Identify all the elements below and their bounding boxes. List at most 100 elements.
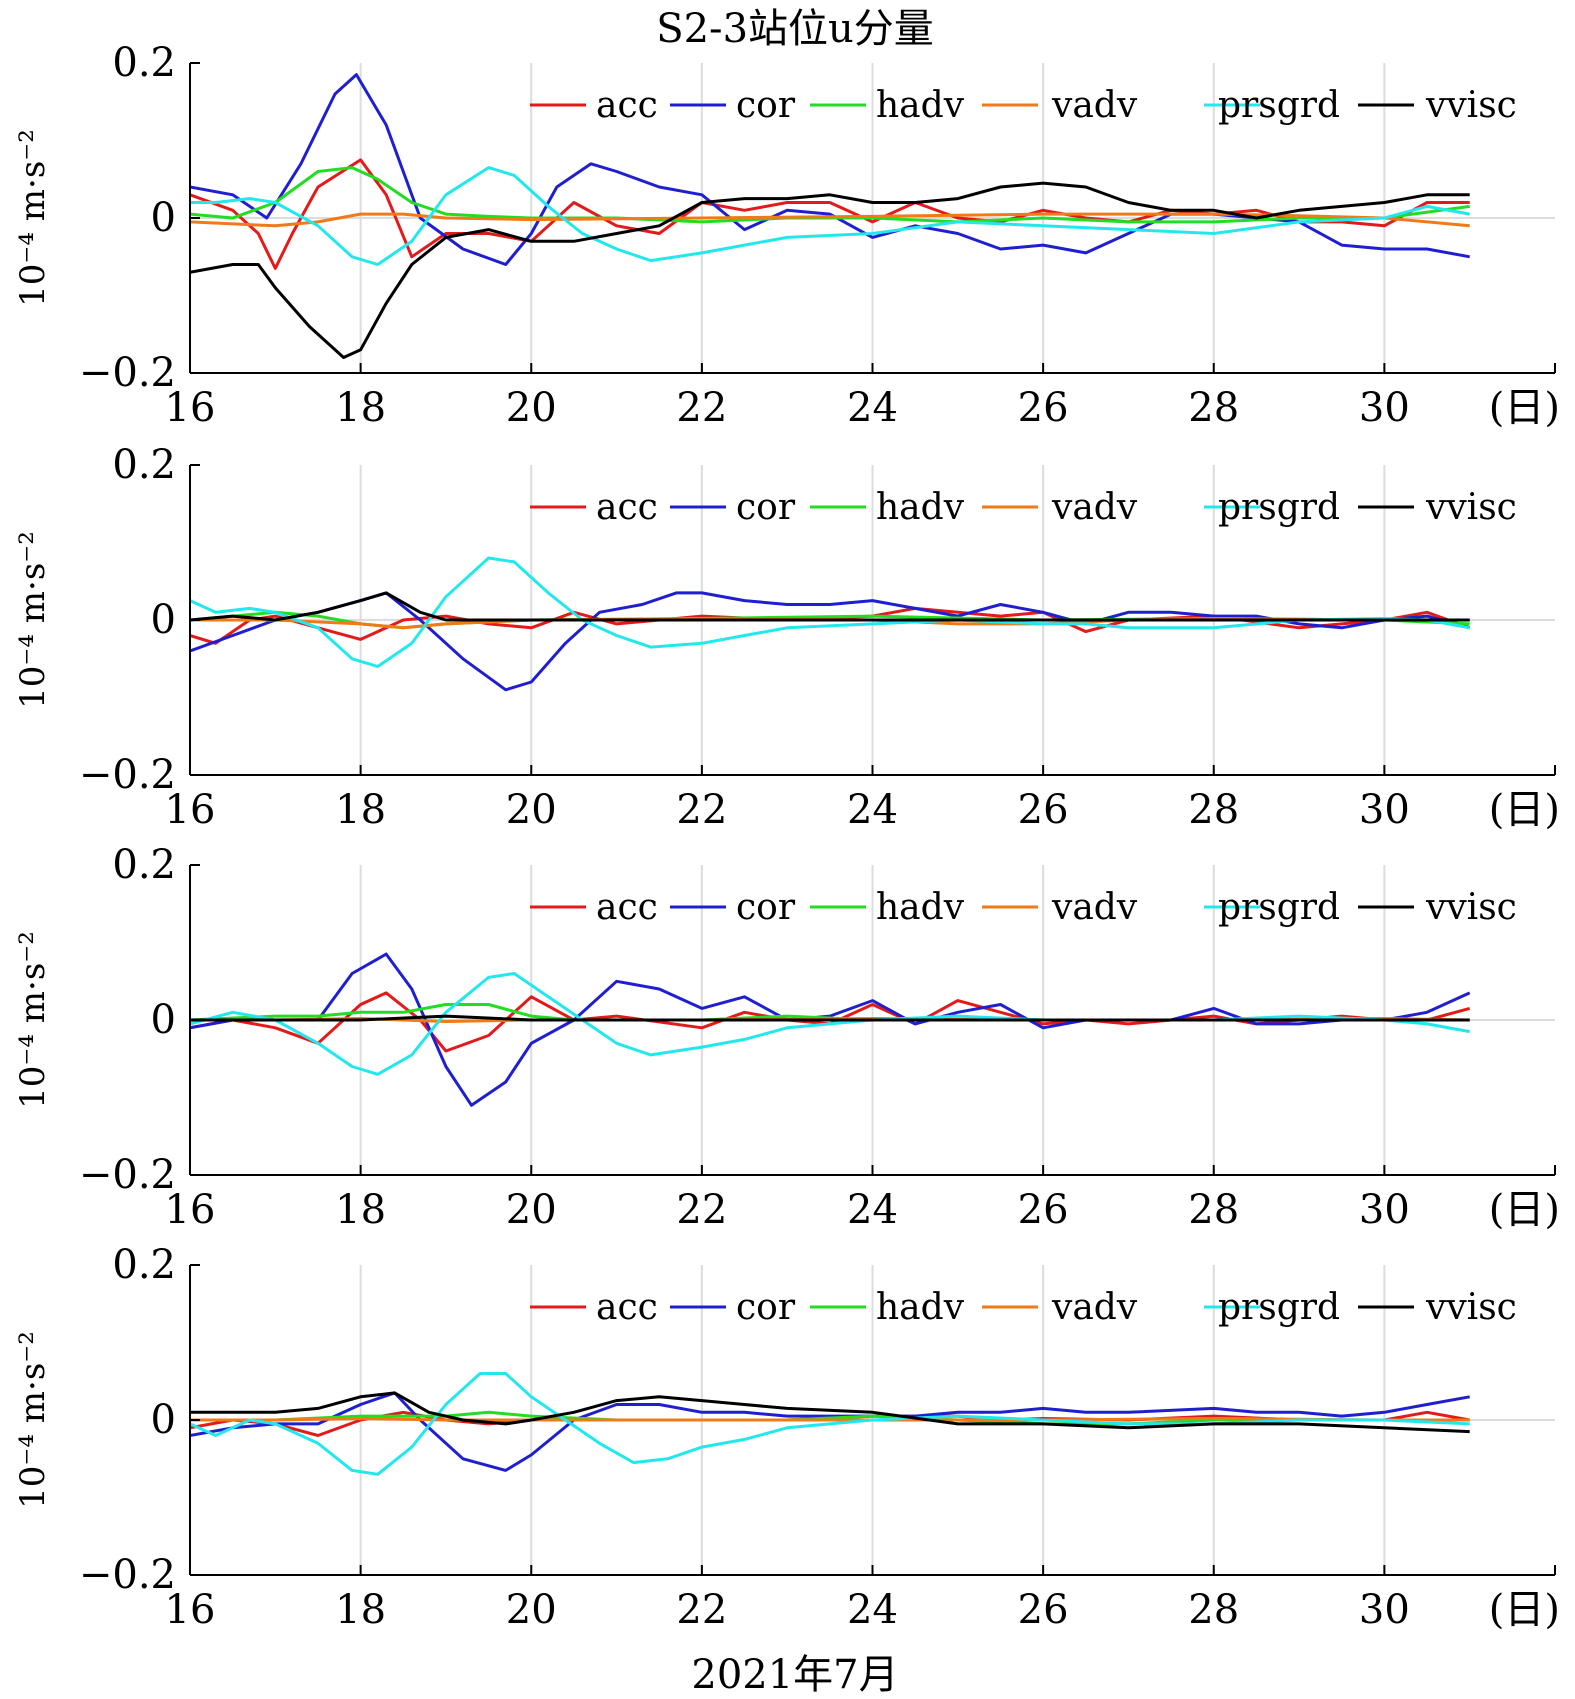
y-tick-label: 0.2: [112, 40, 176, 86]
legend-label-cor: cor: [736, 887, 796, 928]
legend-label-acc: acc: [596, 1287, 658, 1328]
x-tick-label: 16: [165, 787, 216, 833]
series-line-vvisc: [190, 1014, 1470, 1022]
series-line-cor: [190, 952, 1471, 1107]
x-tick-label: 26: [1018, 1187, 1069, 1233]
series-line-prsgrd: [190, 1372, 1470, 1476]
chart-title: S2-3站位u分量: [656, 6, 934, 52]
legend-label-cor: cor: [736, 85, 796, 126]
legend-label-vvisc: vvisc: [1425, 85, 1517, 126]
legend-label-hadv: hadv: [876, 1287, 965, 1328]
series-line-vadv: [190, 1417, 1470, 1422]
y-tick-label: −0.2: [79, 350, 176, 396]
series-group: [190, 952, 1471, 1107]
y-axis-label: 10⁻⁴ m·s⁻²: [13, 931, 53, 1109]
legend-label-cor: cor: [736, 487, 796, 528]
y-tick-label: 0: [151, 597, 176, 643]
x-tick-label: 28: [1188, 385, 1239, 431]
series-line-acc: [190, 158, 1470, 270]
legend-label-prsgrd: prsgrd: [1218, 1287, 1340, 1328]
x-tick-label: 16: [165, 1187, 216, 1233]
x-tick-label: 30: [1359, 1187, 1410, 1233]
legend-label-hadv: hadv: [876, 887, 965, 928]
legend-label-acc: acc: [596, 487, 658, 528]
x-unit-label: (日): [1489, 385, 1560, 431]
x-tick-label: 20: [506, 385, 557, 431]
legend-label-vvisc: vvisc: [1425, 487, 1517, 528]
x-tick-label: 30: [1359, 385, 1410, 431]
series-line-vvisc: [190, 591, 1470, 622]
legend-label-vadv: vadv: [1051, 487, 1138, 528]
x-tick-label: 28: [1188, 1187, 1239, 1233]
series-line-cor: [190, 591, 1471, 692]
legend-label-vvisc: vvisc: [1425, 1287, 1517, 1328]
x-tick-label: 18: [335, 385, 386, 431]
x-tick-label: 30: [1359, 1587, 1410, 1633]
x-tick-label: 18: [335, 1587, 386, 1633]
series-line-vadv: [190, 212, 1470, 228]
x-tick-label: 20: [506, 1587, 557, 1633]
legend-label-vadv: vadv: [1051, 1287, 1138, 1328]
series-line-acc: [190, 991, 1471, 1053]
legend-label-cor: cor: [736, 1287, 796, 1328]
x-tick-label: 26: [1018, 1587, 1069, 1633]
x-tick-label: 20: [506, 1187, 557, 1233]
y-tick-label: 0.2: [112, 1242, 176, 1288]
x-tick-label: 16: [165, 385, 216, 431]
panel-2: 16 18 20 22 24 26 28 30 (日) −0.2 0 0.2 10⁻⁴ m·s⁻² acc…: [13, 442, 1560, 833]
legend-label-prsgrd: prsgrd: [1218, 85, 1340, 126]
panels: 16 18 20 22 24 26 28 30 (日) −0.2 0 0.2 10⁻⁴ m·s⁻² acc…: [13, 40, 1560, 1633]
x-tick-label: 20: [506, 787, 557, 833]
x-tick-label: 18: [335, 787, 386, 833]
x-tick-label: 28: [1188, 1587, 1239, 1633]
legend-label-hadv: hadv: [876, 487, 965, 528]
x-tick-label: 28: [1188, 787, 1239, 833]
x-unit-label: (日): [1489, 1587, 1560, 1633]
legend-label-hadv: hadv: [876, 85, 965, 126]
legend-label-vadv: vadv: [1051, 85, 1138, 126]
y-tick-label: 0: [151, 997, 176, 1043]
legend-label-prsgrd: prsgrd: [1218, 887, 1340, 928]
x-tick-label: 30: [1359, 787, 1410, 833]
x-tick-label: 18: [335, 1187, 386, 1233]
y-tick-label: 0.2: [112, 442, 176, 488]
series-group: [190, 1372, 1470, 1476]
x-tick-label: 24: [847, 787, 898, 833]
x-axis-label: 2021年7月: [691, 1652, 898, 1698]
series-line-vvisc: [190, 1391, 1470, 1434]
x-tick-label: 24: [847, 1187, 898, 1233]
panel-4: 16 18 20 22 24 26 28 30 (日) −0.2 0 0.2 10⁻⁴ m·s⁻² acc…: [13, 1242, 1560, 1633]
y-tick-label: −0.2: [79, 1552, 176, 1598]
legend-label-vvisc: vvisc: [1425, 887, 1517, 928]
y-axis-label: 10⁻⁴ m·s⁻²: [13, 531, 53, 709]
x-tick-label: 26: [1018, 787, 1069, 833]
x-unit-label: (日): [1489, 1187, 1560, 1233]
legend-label-vadv: vadv: [1051, 887, 1138, 928]
y-axis-label: 10⁻⁴ m·s⁻²: [13, 1331, 53, 1509]
y-tick-label: 0.2: [112, 842, 176, 888]
panel-1: 16 18 20 22 24 26 28 30 (日) −0.2 0 0.2 10⁻⁴ m·s⁻² acc…: [13, 40, 1560, 431]
y-tick-label: 0: [151, 1397, 176, 1443]
x-tick-label: 24: [847, 385, 898, 431]
legend-label-acc: acc: [596, 85, 658, 126]
series-line-prsgrd: [190, 556, 1470, 668]
x-tick-label: 22: [676, 385, 727, 431]
series-line-vvisc: [190, 181, 1470, 359]
x-tick-label: 22: [676, 787, 727, 833]
series-line-prsgrd: [190, 166, 1470, 266]
x-tick-label: 26: [1018, 385, 1069, 431]
y-tick-label: 0: [151, 195, 176, 241]
x-tick-label: 22: [676, 1187, 727, 1233]
panel-3: 16 18 20 22 24 26 28 30 (日) −0.2 0 0.2 10⁻⁴ m·s⁻² acc…: [13, 842, 1560, 1233]
series-line-cor: [190, 1391, 1470, 1472]
x-unit-label: (日): [1489, 787, 1560, 833]
legend-label-prsgrd: prsgrd: [1218, 487, 1340, 528]
series-group: [190, 73, 1470, 359]
legend-label-acc: acc: [596, 887, 658, 928]
y-tick-label: −0.2: [79, 1152, 176, 1198]
y-axis-label: 10⁻⁴ m·s⁻²: [13, 129, 53, 307]
x-tick-label: 22: [676, 1587, 727, 1633]
y-tick-label: −0.2: [79, 752, 176, 798]
series-group: [190, 556, 1471, 692]
